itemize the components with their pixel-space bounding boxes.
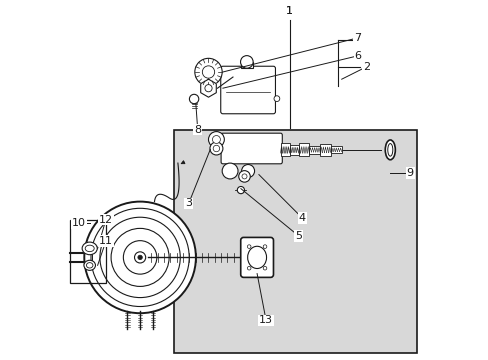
- Text: 10: 10: [72, 218, 86, 228]
- Circle shape: [273, 96, 279, 102]
- FancyBboxPatch shape: [221, 133, 282, 164]
- Polygon shape: [200, 79, 216, 97]
- Bar: [174, 130, 416, 353]
- Circle shape: [213, 145, 219, 152]
- FancyBboxPatch shape: [240, 238, 273, 278]
- Ellipse shape: [82, 242, 97, 255]
- Circle shape: [241, 165, 254, 177]
- Circle shape: [202, 66, 214, 78]
- Circle shape: [204, 85, 212, 92]
- Circle shape: [242, 174, 246, 179]
- Ellipse shape: [86, 263, 93, 268]
- Circle shape: [208, 132, 224, 148]
- Text: 4: 4: [298, 213, 305, 223]
- FancyBboxPatch shape: [220, 66, 275, 114]
- Text: 11: 11: [99, 236, 113, 246]
- Circle shape: [263, 266, 266, 270]
- Text: 1: 1: [285, 6, 292, 16]
- Circle shape: [194, 58, 222, 86]
- Text: 13: 13: [259, 315, 272, 325]
- Bar: [330, 146, 341, 153]
- Text: 1: 1: [285, 6, 292, 16]
- Circle shape: [247, 245, 250, 248]
- Text: 3: 3: [185, 198, 192, 208]
- Circle shape: [237, 186, 244, 194]
- Text: 12: 12: [99, 215, 113, 225]
- Circle shape: [138, 255, 142, 260]
- Circle shape: [247, 266, 250, 270]
- Ellipse shape: [85, 245, 94, 252]
- Circle shape: [134, 252, 145, 263]
- Ellipse shape: [385, 140, 394, 160]
- Circle shape: [212, 136, 220, 144]
- Text: 5: 5: [294, 231, 302, 241]
- Bar: [309, 145, 320, 154]
- Circle shape: [209, 142, 223, 155]
- Circle shape: [240, 56, 253, 68]
- Bar: [298, 143, 309, 156]
- Text: 2: 2: [363, 62, 370, 72]
- Bar: [289, 145, 298, 155]
- Ellipse shape: [84, 260, 95, 270]
- Circle shape: [222, 163, 238, 179]
- Text: 7: 7: [354, 33, 361, 43]
- Bar: [70, 220, 106, 283]
- Circle shape: [189, 94, 199, 104]
- Text: 9: 9: [406, 168, 413, 178]
- Ellipse shape: [387, 144, 392, 156]
- Ellipse shape: [247, 246, 266, 269]
- Circle shape: [238, 171, 250, 182]
- Bar: [280, 143, 289, 156]
- Bar: [240, 62, 253, 68]
- Circle shape: [263, 245, 266, 248]
- Text: 6: 6: [354, 51, 361, 61]
- Circle shape: [84, 202, 196, 313]
- Text: 8: 8: [194, 125, 201, 135]
- Bar: [320, 144, 330, 156]
